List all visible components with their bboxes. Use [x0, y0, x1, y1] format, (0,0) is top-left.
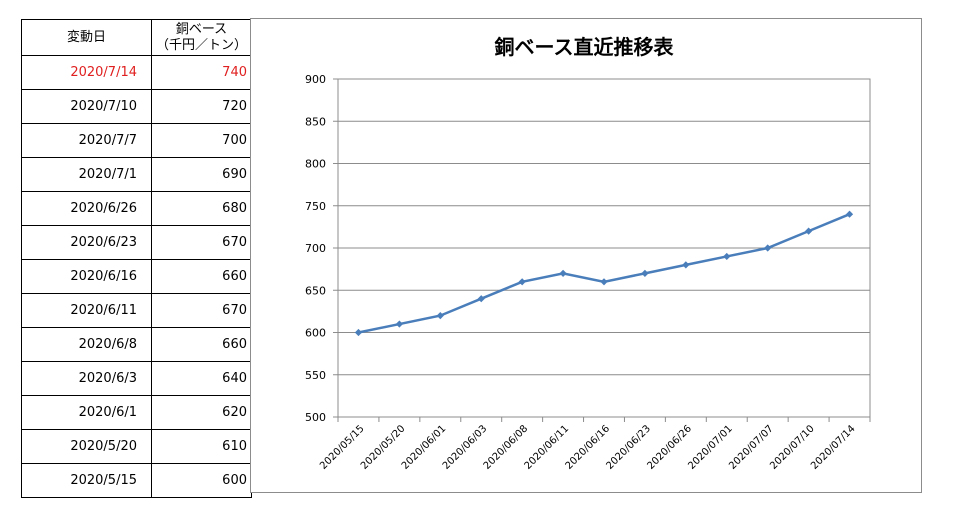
data-point — [641, 269, 649, 277]
table-row: 2020/7/14 740 — [21, 55, 252, 90]
data-point — [477, 295, 485, 303]
header-value-line1: 銅ベース — [175, 21, 228, 37]
row-date: 2020/6/3 — [21, 361, 152, 396]
row-value: 670 — [151, 225, 252, 260]
table-row: 2020/6/23 670 — [21, 225, 252, 260]
table-row: 2020/6/26 680 — [21, 191, 252, 226]
series-group — [354, 210, 854, 337]
row-date: 2020/7/14 — [21, 55, 152, 90]
chart-title: 銅ベース直近推移表 — [495, 35, 675, 59]
y-tick-label: 850 — [305, 115, 326, 128]
data-point — [682, 261, 690, 269]
row-value: 620 — [151, 395, 252, 430]
row-value: 660 — [151, 259, 252, 294]
row-date: 2020/6/26 — [21, 191, 152, 226]
table-row: 2020/7/1 690 — [21, 157, 252, 192]
data-point — [518, 278, 526, 286]
row-value: 610 — [151, 429, 252, 464]
chart-area: 銅ベース直近推移表 500 550 600 650 700 750 800 850 900 20… — [250, 18, 922, 493]
y-tick-label: 750 — [305, 200, 326, 213]
row-value: 640 — [151, 361, 252, 396]
y-axis-ticks: 500 550 600 650 700 750 800 850 900 — [305, 73, 338, 424]
data-point — [764, 244, 772, 252]
header-value-line2: （千円／トン） — [155, 37, 247, 53]
row-date: 2020/7/1 — [21, 157, 152, 192]
gridlines — [338, 120, 870, 376]
line-chart: 銅ベース直近推移表 500 550 600 650 700 750 800 850 900 20… — [305, 35, 871, 472]
row-value: 660 — [151, 327, 252, 362]
data-point — [395, 320, 403, 328]
data-point — [723, 252, 731, 261]
table-row: 2020/6/8 660 — [21, 327, 252, 362]
table-row: 2020/7/7 700 — [21, 123, 252, 158]
row-value: 670 — [151, 293, 252, 328]
table-row: 2020/6/16 660 — [21, 259, 252, 294]
row-date: 2020/6/16 — [21, 259, 152, 294]
row-value: 740 — [151, 55, 252, 90]
row-date: 2020/6/11 — [21, 293, 152, 328]
data-point — [600, 278, 608, 286]
row-value: 720 — [151, 89, 252, 124]
y-tick-label: 500 — [305, 411, 326, 424]
table-row: 2020/6/1 620 — [21, 395, 252, 430]
row-value: 680 — [151, 191, 252, 226]
row-date: 2020/6/1 — [21, 395, 152, 430]
y-tick-label: 700 — [305, 242, 326, 255]
row-date: 2020/6/23 — [21, 225, 152, 260]
y-tick-label: 800 — [305, 158, 326, 171]
header-date: 変動日 — [21, 19, 152, 56]
table-row: 2020/6/11 670 — [21, 293, 252, 328]
y-tick-label: 900 — [305, 73, 326, 86]
y-tick-label: 550 — [305, 369, 326, 382]
data-point — [436, 312, 444, 320]
copper-price-table: 変動日 銅ベース （千円／トン） 2020/7/14 740 2020/7/10 72… — [21, 19, 252, 498]
table-row: 2020/5/15 600 — [21, 463, 252, 498]
row-date: 2020/5/20 — [21, 429, 152, 464]
series-line — [358, 213, 851, 334]
data-point — [354, 328, 363, 337]
row-date: 2020/6/8 — [21, 327, 152, 362]
x-tick-label: 2020/07/14 — [809, 423, 858, 472]
header-value: 銅ベース （千円／トン） — [151, 19, 252, 56]
row-date: 2020/7/7 — [21, 123, 152, 158]
table-row: 2020/6/3 640 — [21, 361, 252, 396]
table-row: 2020/5/20 610 — [21, 429, 252, 464]
data-point — [805, 227, 813, 235]
table-header-row: 変動日 銅ベース （千円／トン） — [21, 19, 252, 56]
row-value: 600 — [151, 463, 252, 498]
y-tick-label: 600 — [305, 327, 326, 340]
row-date: 2020/5/15 — [21, 463, 152, 498]
table-row: 2020/7/10 720 — [21, 89, 252, 124]
x-axis-ticks: 2020/05/152020/05/202020/06/012020/06/03… — [318, 417, 871, 472]
data-point — [845, 210, 854, 218]
row-value: 690 — [151, 157, 252, 192]
y-tick-label: 650 — [305, 284, 326, 297]
row-date: 2020/7/10 — [21, 89, 152, 124]
data-point — [559, 269, 567, 277]
row-value: 700 — [151, 123, 252, 158]
